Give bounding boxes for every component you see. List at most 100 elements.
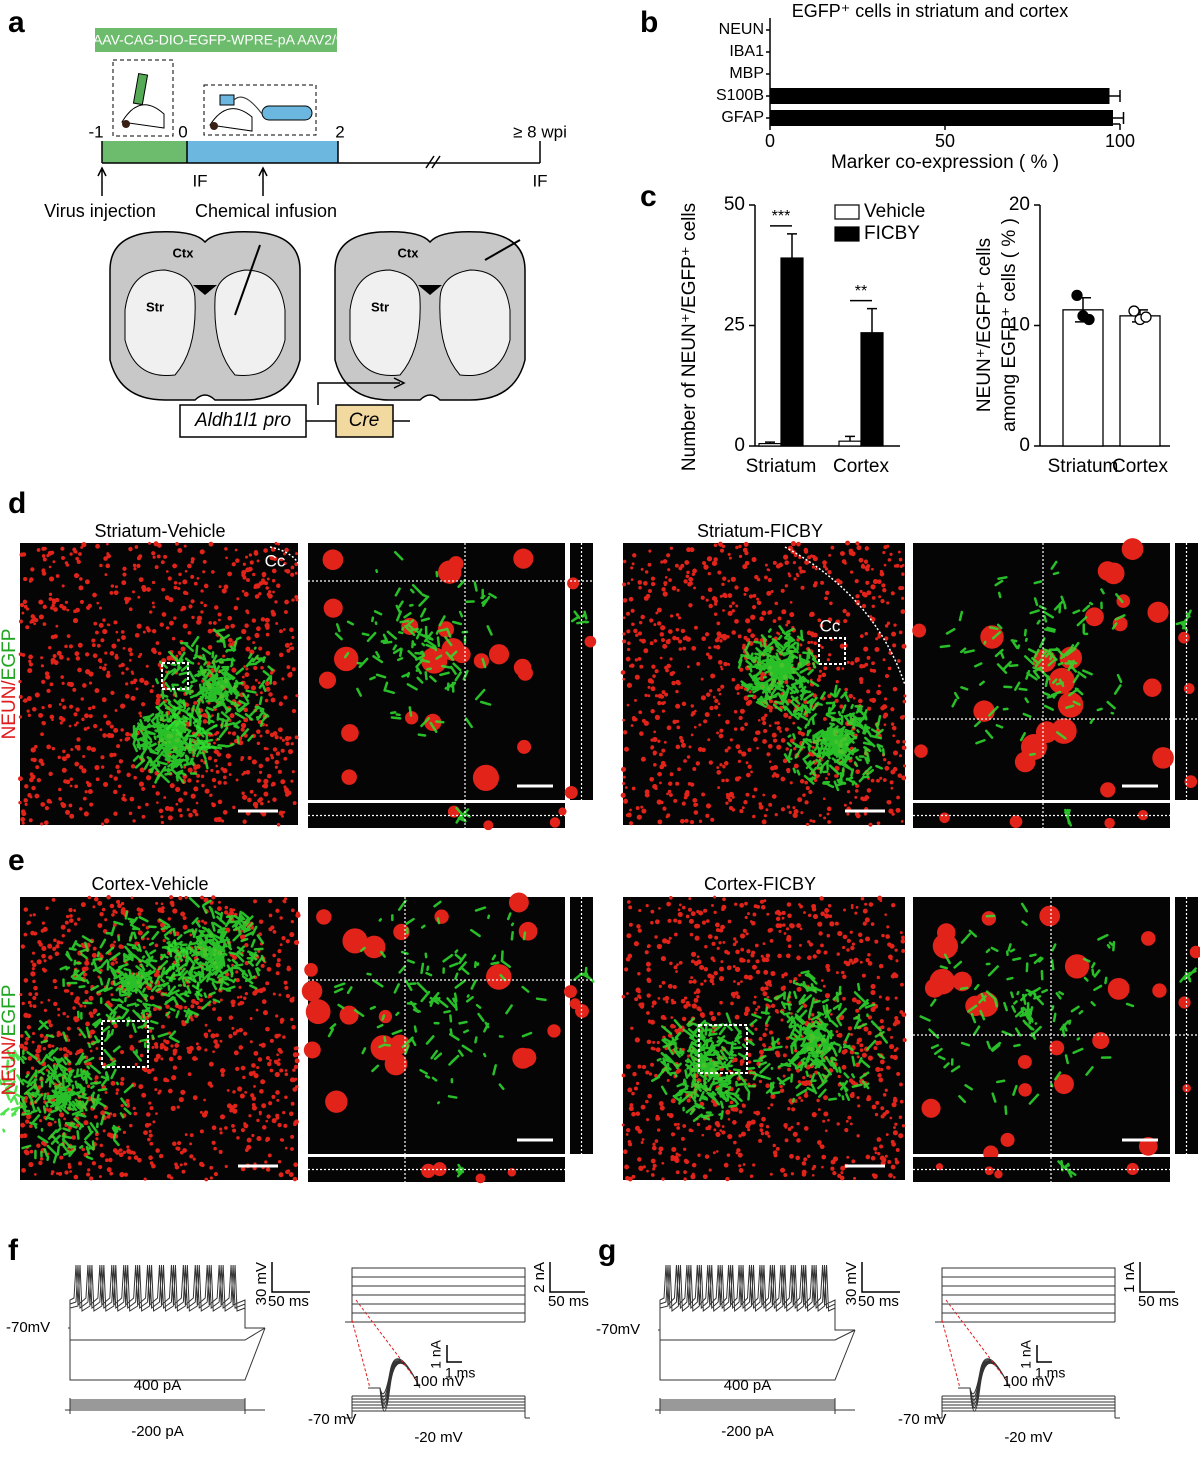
neun-cells	[421, 1162, 517, 1184]
pump	[261, 105, 313, 121]
promoter-box	[179, 404, 307, 438]
egfp-cells	[131, 698, 223, 784]
current-trace	[345, 1267, 526, 1323]
panel-label: g	[598, 1234, 616, 1267]
voltage-steps	[345, 1395, 530, 1419]
crosshair	[570, 543, 593, 800]
y-tick-label: MBP	[729, 65, 764, 82]
time-label: 2	[335, 122, 344, 141]
axis-label: Marker co-expression ( % )	[831, 152, 1059, 173]
panel-label: f	[8, 1234, 19, 1267]
event-label: Chemical infusion	[195, 201, 337, 221]
bar	[1062, 309, 1104, 447]
step-label: 400 pA	[724, 1377, 772, 1394]
stain: NEUN	[0, 686, 20, 740]
x-tick-label: 0	[765, 131, 775, 151]
scale-label: 50 ms	[1138, 1293, 1179, 1310]
chart-title: EGFP⁺ cells in striatum and cortex	[792, 1, 1069, 21]
stain: /	[0, 1036, 20, 1042]
axis-break	[425, 155, 441, 169]
step-label: -70 mV	[898, 1411, 946, 1428]
step-label: -200 pA	[131, 1423, 184, 1440]
data-point	[1128, 305, 1140, 317]
micrograph	[308, 803, 567, 831]
legend-swatch	[834, 226, 860, 242]
data-point	[1140, 311, 1152, 323]
y-tick-label: 0	[734, 435, 745, 456]
scale-label: 1 nA	[1121, 1262, 1138, 1293]
region-label: Str	[371, 299, 389, 314]
stain-label: NEUN/EGFP	[0, 629, 20, 740]
bar	[1119, 315, 1161, 447]
current-steps	[655, 1398, 855, 1414]
error-bar	[845, 435, 855, 442]
bar	[770, 110, 1113, 126]
image-title: Cortex-FICBY	[704, 874, 816, 894]
micrograph	[913, 1157, 1170, 1182]
inset-trace	[958, 1358, 1011, 1412]
egfp-cells	[59, 910, 203, 1062]
inset-box	[203, 84, 317, 136]
scale-label: 1 nA	[428, 1339, 444, 1368]
y-tick-label: 20	[1009, 194, 1030, 215]
micrograph	[308, 543, 565, 800]
scale-label: 1 ms	[445, 1365, 475, 1381]
egfp-cells	[1175, 609, 1192, 632]
egfp-cells	[783, 684, 886, 792]
egfp-cells	[919, 902, 1135, 1116]
egfp-cells	[1057, 1159, 1077, 1178]
axis-label: among EGFP⁺ cells ( % )	[999, 218, 1020, 432]
neun-cells	[301, 892, 561, 1113]
x-tick-label: Cortex	[1112, 456, 1168, 477]
image-title: Cortex-Vehicle	[91, 874, 208, 894]
x-tick-label: 50	[935, 131, 955, 151]
scale-label: 50 ms	[268, 1293, 309, 1310]
bar	[838, 440, 862, 447]
gene: Cre	[349, 410, 380, 431]
pump	[219, 94, 235, 106]
crosshair	[308, 543, 565, 800]
scale-label: 1 ms	[1035, 1365, 1065, 1381]
voltage-trace	[658, 1264, 855, 1331]
significance: **	[855, 283, 867, 300]
legend-label: FICBY	[864, 223, 920, 244]
y-tick-label: 10	[1009, 315, 1030, 336]
x-tick-label: 100	[1105, 131, 1135, 151]
resting-potential: -70mV	[6, 1319, 50, 1336]
mouse-icon	[121, 104, 165, 129]
scale-label: 30 mV	[843, 1262, 860, 1305]
crosshair	[913, 803, 1170, 828]
voltage-trace	[68, 1327, 266, 1381]
panel-label: e	[8, 844, 25, 877]
data-point	[1071, 289, 1083, 302]
inset-box	[112, 59, 174, 137]
region-label: Str	[146, 299, 164, 314]
scale-bar	[446, 1345, 462, 1363]
micrograph	[563, 897, 595, 1154]
micrograph	[564, 543, 597, 800]
crosshair	[308, 803, 565, 828]
step-label: 400 pA	[134, 1377, 182, 1394]
scale-label: 50 ms	[858, 1293, 899, 1310]
arrow	[97, 166, 268, 196]
error-bar	[1113, 112, 1125, 124]
roi-box	[698, 1024, 748, 1074]
ventricle	[193, 285, 217, 295]
striatum	[124, 269, 196, 377]
resting-potential: -70mV	[596, 1321, 640, 1338]
time-label: 0	[178, 122, 187, 141]
micrograph	[17, 541, 299, 827]
micrographs: Cc Cc	[0, 538, 1200, 1184]
striatum	[439, 269, 511, 377]
cannula	[234, 244, 261, 316]
brain-sections: Ctx Str Ctx Str	[109, 230, 526, 401]
zoom-guide	[941, 1299, 1011, 1389]
axis-label: NEUN⁺/EGFP⁺ cells	[974, 238, 995, 412]
egfp-cells	[327, 899, 547, 1105]
micrograph	[621, 895, 907, 1182]
roi-box	[161, 662, 189, 690]
egfp-cells	[1064, 808, 1073, 827]
virus-period	[102, 141, 187, 163]
step-label: 100 mV	[1003, 1373, 1055, 1390]
egfp-cells	[744, 970, 889, 1103]
